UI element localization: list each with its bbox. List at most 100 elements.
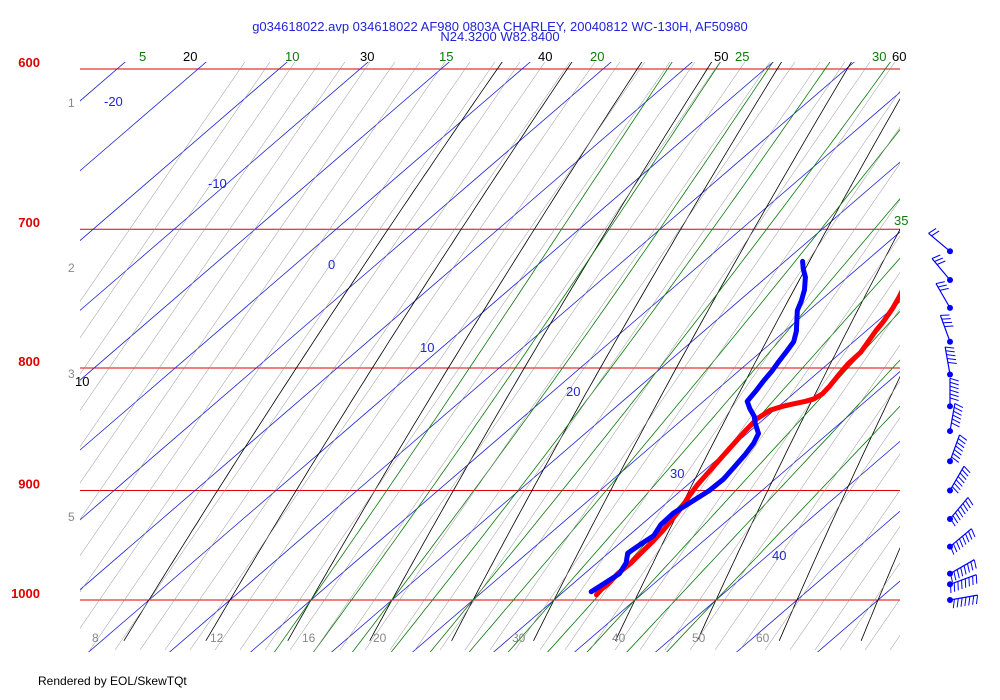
mixing-ratio-line	[114, 62, 521, 651]
mixing-ratio-line	[940, 40, 1000, 650]
wind-barb	[931, 254, 953, 283]
chart-title: g034618022.avp 034618022 AF980 0803A CHA…	[252, 19, 748, 34]
moist-adiabat-line	[547, 257, 900, 652]
wind-barb	[947, 377, 959, 410]
footer-credit: Rendered by EOL/SkewTQt	[38, 674, 187, 688]
mixing-ratio-line	[789, 489, 900, 651]
mixing-ratio-line	[89, 62, 496, 651]
isotherm-label: 30	[670, 466, 684, 481]
moist-adiabat-line	[352, 62, 774, 652]
moist-adiabat-line	[313, 62, 721, 652]
isotherm-line	[412, 231, 900, 652]
isotherm-line	[250, 91, 900, 652]
mixing-ratio-line	[80, 62, 321, 411]
mixing-ratio-line	[639, 271, 900, 651]
mixing-ratio-line	[339, 62, 746, 651]
pressure-label: 700	[18, 215, 40, 230]
moist-adiabat-label: 10	[285, 49, 299, 64]
moist-adiabat-line	[468, 128, 900, 652]
mixing-ratio-line	[80, 62, 396, 520]
mixing-ratio-line	[889, 635, 900, 651]
mixing-ratio-line	[739, 417, 900, 651]
dry-adiabat-line	[778, 375, 900, 641]
pressure-label: 1000	[11, 586, 40, 601]
mixing-ratio-line	[489, 62, 896, 651]
height-label: 1	[68, 96, 75, 110]
mixing-ratio-line	[80, 62, 271, 339]
moist-adiabat-line	[274, 62, 673, 652]
moist-adiabat-line	[586, 310, 900, 652]
moist-adiabat-label: 20	[590, 49, 604, 64]
mixing-ratio-line	[80, 62, 421, 557]
mixing-ratio-line	[164, 62, 571, 651]
moist-adiabat-label: 35	[894, 213, 908, 228]
mixing-ratio-line	[814, 526, 900, 651]
isotherm-line	[80, 62, 612, 521]
wind-barb	[947, 434, 968, 465]
isotherm-line	[80, 62, 450, 381]
mixing-ratio-label: 60	[756, 631, 770, 645]
mixing-ratio-label: 12	[210, 631, 224, 645]
isotherm-line	[80, 62, 369, 311]
wind-barb	[947, 497, 974, 527]
wind-barb	[944, 346, 957, 378]
dry-adiabat-line	[369, 62, 713, 641]
pressure-label: 900	[18, 476, 40, 491]
dry-adiabat-line	[451, 62, 783, 641]
dewpoint-profile-line	[588, 258, 808, 595]
isotherm-line	[88, 62, 774, 652]
moist-adiabat-label: 15	[439, 49, 453, 64]
dry-adiabat-label: 30	[360, 49, 374, 64]
mixing-ratio-line	[364, 62, 771, 651]
isolated-data-point	[933, 214, 939, 220]
wind-barb	[947, 465, 971, 494]
height-label: 3	[68, 367, 75, 381]
moist-adiabat-line	[507, 197, 900, 652]
mixing-ratio-label: 8	[92, 631, 99, 645]
mixing-ratio-line	[689, 344, 900, 651]
moist-adiabat-line	[666, 405, 900, 652]
moist-adiabat-label: 5	[139, 49, 146, 64]
mixing-ratio-line	[80, 62, 346, 448]
mixing-ratio-line	[80, 62, 471, 629]
wind-barb	[939, 314, 954, 345]
dry-adiabat-label: 40	[538, 49, 552, 64]
mixing-ratio-line	[264, 62, 671, 651]
height-label: 2	[68, 261, 75, 275]
wind-barb	[928, 227, 953, 255]
isotherm-line	[80, 62, 531, 451]
moist-adiabat-label: 30	[872, 49, 886, 64]
mixing-ratio-line	[915, 40, 1000, 650]
mixing-ratio-line	[539, 126, 900, 651]
isotherm-line	[80, 62, 126, 102]
mixing-ratio-line	[965, 40, 1000, 650]
mixing-ratio-label: 16	[302, 631, 316, 645]
dry-adiabat-label: 50	[714, 49, 728, 64]
isotherm-label: -20	[104, 94, 123, 109]
wind-barb	[935, 281, 953, 311]
isotherm-label: 10	[420, 340, 434, 355]
dry-adiabat-line	[860, 547, 900, 641]
moist-adiabat-line	[626, 359, 900, 652]
mixing-ratio-label: 20	[373, 631, 387, 645]
dry-adiabat-line	[123, 62, 503, 642]
mixing-ratio-line	[80, 62, 246, 302]
mixing-ratio-line	[139, 62, 546, 651]
mixing-ratio-line	[439, 62, 846, 651]
moist-adiabat-label: 25	[735, 49, 749, 64]
mixing-ratio-line	[80, 62, 446, 593]
isotherm-line	[493, 301, 900, 652]
mixing-ratio-line	[80, 62, 296, 375]
dry-adiabat-label: 20	[183, 49, 197, 64]
isotherm-line	[331, 161, 900, 652]
dry-adiabat-line	[615, 98, 900, 641]
mixing-ratio-line	[80, 62, 371, 484]
isotherm-label: 0	[328, 257, 335, 272]
mixing-ratio-line	[714, 380, 900, 651]
isotherm-label: -10	[208, 176, 227, 191]
mixing-ratio-line	[514, 90, 900, 651]
isotherm-line	[80, 62, 288, 242]
mixing-ratio-line	[664, 308, 900, 651]
mixing-ratio-label: 50	[692, 631, 706, 645]
